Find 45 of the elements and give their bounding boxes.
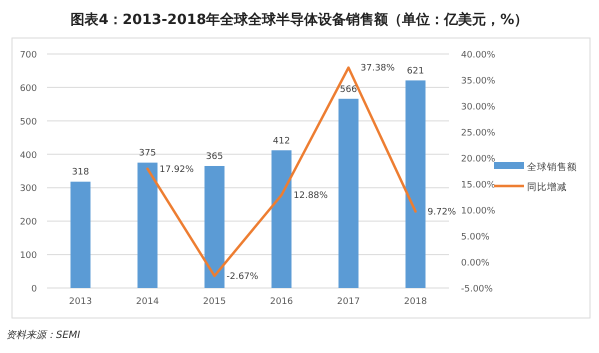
data-label: 566 [340, 84, 358, 95]
x-tick-label: 2015 [203, 297, 226, 307]
data-label: 318 [72, 168, 90, 178]
bar [70, 182, 90, 288]
data-label: 365 [206, 152, 224, 162]
y-tick-label: 500 [20, 117, 38, 128]
y-tick-label: 700 [20, 50, 38, 60]
y2-tick-label: 10.00% [461, 206, 496, 216]
y-tick-label: 600 [20, 84, 38, 94]
x-tick-label: 2018 [404, 297, 428, 307]
y2-tick-label: 30.00% [461, 102, 496, 112]
data-label: -2.67% [226, 272, 259, 282]
data-label: 9.72% [428, 207, 457, 218]
bar [406, 80, 426, 288]
y-tick-label: 200 [20, 218, 38, 228]
data-label: 37.38% [360, 64, 396, 74]
bar [204, 166, 224, 288]
y2-tick-label: 15.00% [461, 180, 496, 190]
y-tick-label: 100 [20, 251, 38, 262]
data-label: 375 [138, 148, 156, 159]
bar [138, 162, 158, 288]
legend-label: 同比增减 [527, 181, 567, 193]
y2-tick-label: 20.00% [461, 154, 496, 164]
y2-tick-label: 40.00% [461, 50, 496, 60]
x-tick-label: 2016 [270, 297, 294, 307]
y2-tick-label: 35.00% [461, 76, 496, 86]
x-tick-label: 2013 [69, 297, 92, 307]
y-tick-label: 0 [31, 284, 38, 294]
data-label: 17.92% [160, 164, 194, 175]
text: 资料来源：SEMI [6, 329, 80, 341]
y2-tick-label: 5.00% [461, 232, 490, 242]
legend-label: 全球销售额 [527, 161, 577, 173]
data-label: 12.88% [294, 191, 328, 202]
y-tick-label: 300 [20, 184, 38, 194]
chart-title: 图表4：2013-2018年全球全球半导体设备销售额（单位：亿美元，%） [70, 11, 528, 28]
data-label: 621 [406, 66, 424, 76]
bar [272, 150, 292, 288]
y2-tick-label: 25.00% [461, 128, 496, 138]
y2-tick-label: 0.00% [461, 258, 490, 268]
y2-tick-label: -5.00% [461, 284, 494, 294]
x-tick-label: 2014 [136, 297, 160, 307]
y-tick-label: 400 [20, 150, 38, 161]
x-tick-label: 2017 [337, 297, 360, 307]
bar [338, 98, 358, 288]
data-label: 412 [272, 136, 290, 146]
